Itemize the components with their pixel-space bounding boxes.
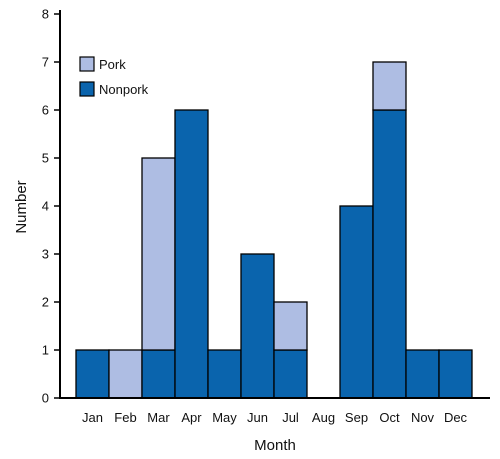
bar-nonpork-may xyxy=(207,349,242,399)
bar-nonpork-nov xyxy=(405,349,440,399)
y-tick-label: 8 xyxy=(42,7,49,22)
x-tick-label: Sep xyxy=(345,410,368,425)
y-tick-label: 5 xyxy=(42,151,49,166)
legend-swatch-pork xyxy=(79,56,95,72)
y-tick-label: 0 xyxy=(42,391,49,406)
y-axis-title: Number xyxy=(13,180,30,233)
x-tick-label: Jun xyxy=(247,410,268,425)
x-tick-label: May xyxy=(212,410,237,425)
y-tick-label: 6 xyxy=(42,103,49,118)
y-tick-label: 1 xyxy=(42,343,49,358)
x-axis-title: Month xyxy=(254,437,296,454)
bars xyxy=(75,61,473,399)
y-tick-label: 3 xyxy=(42,247,49,262)
bar-pork-mar xyxy=(141,157,176,351)
legend-label-nonpork: Nonpork xyxy=(99,82,149,97)
bar-nonpork-jul xyxy=(273,349,308,399)
y-tick-label: 4 xyxy=(42,199,49,214)
legend-label-pork: Pork xyxy=(99,57,126,72)
bar-pork-jul xyxy=(273,301,308,351)
bar-nonpork-sep xyxy=(339,205,374,399)
y-tick-label: 7 xyxy=(42,55,49,70)
bar-nonpork-dec xyxy=(438,349,473,399)
x-tick-label: Nov xyxy=(411,410,435,425)
bar-pork-oct xyxy=(372,61,407,111)
legend-swatch-nonpork xyxy=(79,81,95,97)
x-tick-label: Oct xyxy=(379,410,400,425)
x-tick-label: Dec xyxy=(444,410,468,425)
x-tick-label: Feb xyxy=(114,410,136,425)
bar-nonpork-jan xyxy=(75,349,110,399)
bar-nonpork-mar xyxy=(141,349,176,399)
x-axis-ticks: Jan Feb Mar Apr May Jun Jul Aug Sep Oct Nov Dec xyxy=(82,410,468,425)
bar-nonpork-apr xyxy=(174,109,209,399)
x-tick-label: Aug xyxy=(312,410,335,425)
legend: Pork Nonpork xyxy=(79,56,149,97)
y-tick-label: 2 xyxy=(42,295,49,310)
x-tick-label: Mar xyxy=(147,410,170,425)
y-axis-ticks: 0 1 2 3 4 5 6 7 8 xyxy=(42,7,60,406)
bar-nonpork-jun xyxy=(240,253,275,399)
x-tick-label: Jul xyxy=(282,410,299,425)
x-tick-label: Apr xyxy=(181,410,202,425)
x-tick-label: Jan xyxy=(82,410,103,425)
bar-pork-feb xyxy=(108,349,143,399)
bar-nonpork-oct xyxy=(372,109,407,399)
